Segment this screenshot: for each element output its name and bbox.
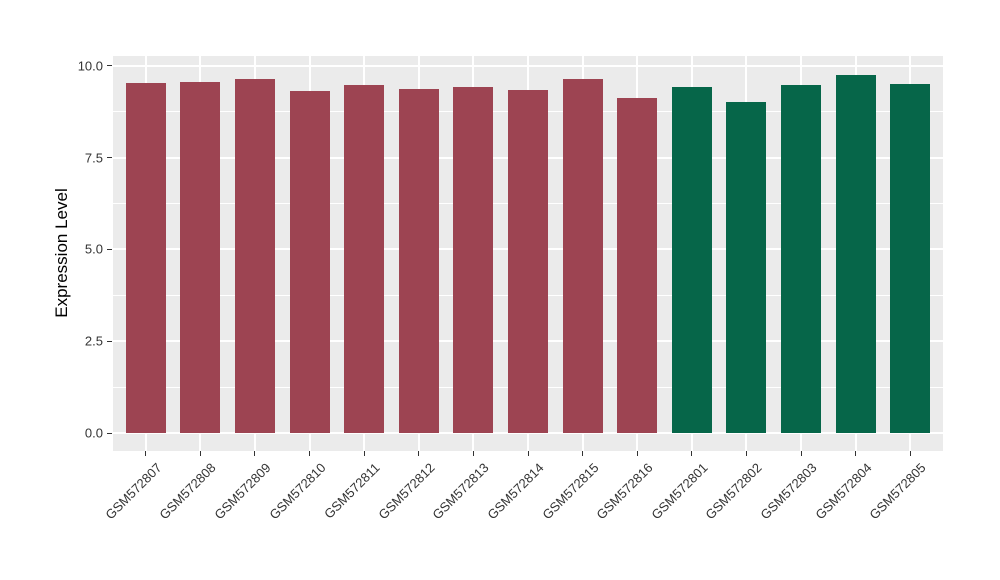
x-tick-label: GSM572815 bbox=[538, 460, 602, 523]
x-tick-mark bbox=[309, 451, 311, 456]
x-tick-mark bbox=[800, 451, 802, 456]
x-tick-mark bbox=[472, 451, 474, 456]
x-tick-mark bbox=[418, 451, 420, 456]
x-tick-mark bbox=[582, 451, 584, 456]
x-tick-mark bbox=[527, 451, 529, 456]
x-tick-label: GSM572804 bbox=[812, 460, 875, 523]
x-tick-mark bbox=[909, 451, 911, 456]
x-tick-mark bbox=[363, 451, 365, 456]
y-tick-mark bbox=[107, 248, 112, 250]
x-tick-mark bbox=[254, 451, 256, 456]
bar bbox=[180, 81, 221, 433]
x-tick-label: GSM572814 bbox=[484, 460, 547, 523]
y-tick-mark bbox=[107, 340, 112, 342]
x-tick-label: GSM572801 bbox=[648, 460, 711, 523]
x-tick-label: GSM572811 bbox=[321, 460, 383, 522]
x-tick-mark bbox=[691, 451, 693, 456]
x-tick-label: GSM572816 bbox=[593, 460, 656, 523]
y-tick-mark bbox=[107, 157, 112, 159]
y-tick-mark bbox=[107, 432, 112, 434]
x-tick-label: GSM572803 bbox=[757, 460, 820, 523]
y-tick-label: 0.0 bbox=[84, 425, 103, 441]
bar bbox=[125, 82, 166, 433]
bar bbox=[508, 89, 548, 433]
bar bbox=[835, 74, 876, 433]
y-axis-title: Expression Level bbox=[52, 188, 71, 318]
x-tick-mark bbox=[855, 451, 857, 456]
bar bbox=[617, 97, 658, 433]
bar bbox=[671, 86, 712, 433]
bar bbox=[289, 91, 330, 433]
x-tick-mark bbox=[199, 451, 201, 456]
bar bbox=[890, 84, 931, 433]
bar bbox=[562, 79, 603, 433]
x-tick-label: GSM572810 bbox=[265, 460, 329, 523]
x-tick-label: GSM572808 bbox=[156, 460, 219, 523]
x-tick-label: GSM572812 bbox=[375, 460, 438, 523]
x-tick-label: GSM572802 bbox=[702, 460, 766, 523]
bar bbox=[344, 84, 385, 433]
bar bbox=[726, 101, 767, 433]
y-tick-label: 7.5 bbox=[84, 150, 103, 166]
x-tick-label: GSM572807 bbox=[102, 460, 165, 523]
bar bbox=[235, 79, 275, 433]
y-tick-mark bbox=[107, 65, 112, 67]
x-tick-label: GSM572805 bbox=[866, 460, 929, 523]
y-tick-label: 10.0 bbox=[77, 58, 103, 74]
x-tick-mark bbox=[145, 451, 147, 456]
x-tick-mark bbox=[745, 451, 747, 456]
bar bbox=[398, 88, 439, 433]
x-tick-label: GSM572813 bbox=[429, 460, 493, 523]
bar bbox=[453, 86, 494, 433]
y-tick-label: 2.5 bbox=[84, 333, 103, 349]
bar bbox=[781, 85, 821, 433]
y-tick-label: 5.0 bbox=[84, 241, 103, 257]
x-tick-label: GSM572809 bbox=[211, 460, 274, 523]
x-tick-mark bbox=[636, 451, 638, 456]
chart-panel bbox=[113, 56, 943, 451]
